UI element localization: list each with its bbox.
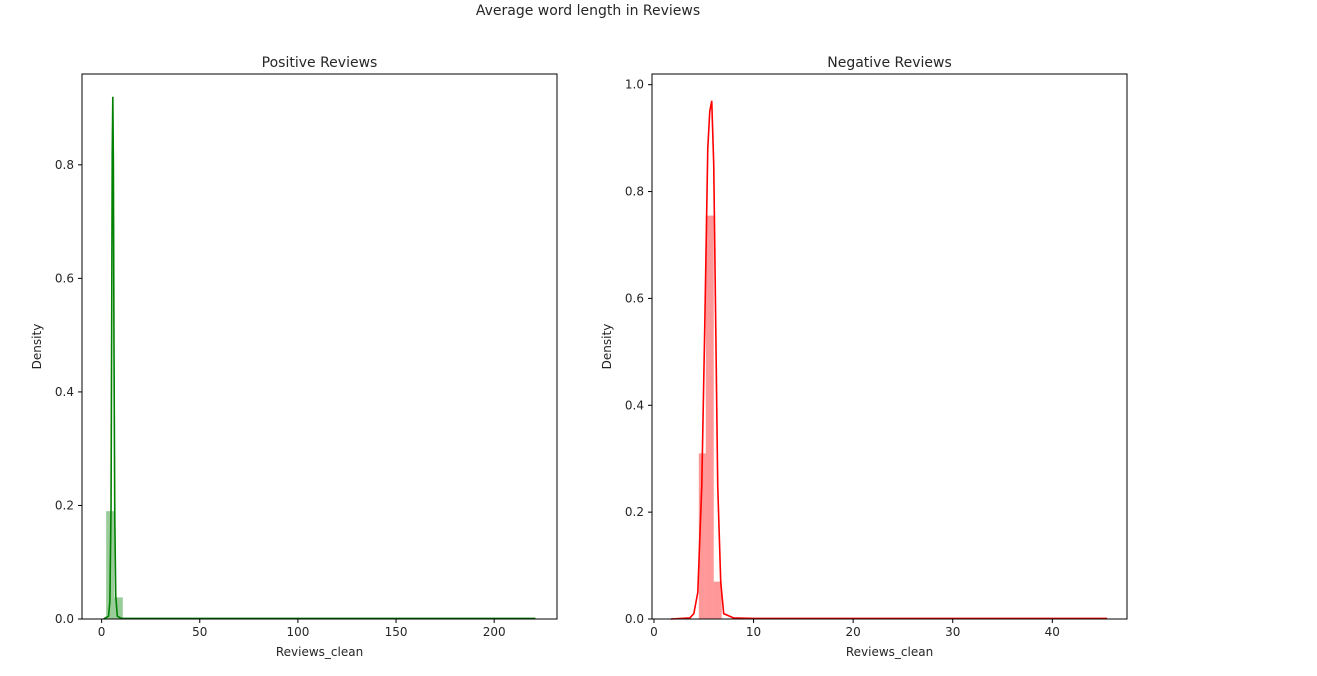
y-axis-label: Density (600, 324, 614, 370)
figure-suptitle: Average word length in Reviews (476, 3, 700, 19)
y-tick-label: 0.2 (625, 505, 644, 519)
histogram-bar (713, 581, 722, 619)
y-tick-label: 0.8 (625, 185, 644, 199)
x-tick-label: 100 (286, 625, 309, 639)
x-axis-label: Reviews_clean (846, 645, 933, 659)
y-tick-label: 0.4 (55, 385, 74, 399)
y-axis-label: Density (30, 324, 44, 370)
kde-line (670, 100, 1108, 620)
subplot-negative-reviews: 0 10 20 30 40 0.0 0.2 0.4 0.6 0.8 1.0 Negative Revi… (600, 55, 1128, 659)
axes-frame (81, 73, 558, 620)
x-axis-label: Reviews_clean (276, 645, 363, 659)
histogram-bar (698, 453, 706, 619)
subplot-title: Negative Reviews (827, 55, 952, 71)
x-tick-label: 0 (650, 625, 658, 639)
y-tick-label: 0.4 (625, 398, 644, 412)
y-tick-label: 0.6 (625, 291, 644, 305)
x-tick-label: 150 (385, 625, 408, 639)
axes-frame (651, 73, 1128, 620)
y-tick-label: 0.2 (55, 498, 74, 512)
histogram-bar (705, 215, 714, 619)
x-tick-label: 10 (746, 625, 761, 639)
x-tick-label: 30 (945, 625, 960, 639)
histogram-bar (114, 597, 123, 619)
y-tick-label: 0.8 (55, 158, 74, 172)
x-tick-label: 0 (98, 625, 106, 639)
y-tick-label: 0.0 (55, 612, 74, 626)
y-tick-label: 1.0 (625, 78, 644, 92)
kde-line (103, 96, 536, 620)
y-tick-label: 0.6 (55, 271, 74, 285)
x-tick-label: 20 (846, 625, 861, 639)
subplot-title: Positive Reviews (262, 55, 378, 71)
x-tick-label: 40 (1045, 625, 1060, 639)
x-tick-label: 200 (483, 625, 506, 639)
y-tick-label: 0.0 (625, 612, 644, 626)
subplot-positive-reviews: 0 50 100 150 200 0.0 0.2 0.4 0.6 0.8 Positive Revi… (30, 55, 558, 659)
x-tick-label: 50 (192, 625, 207, 639)
